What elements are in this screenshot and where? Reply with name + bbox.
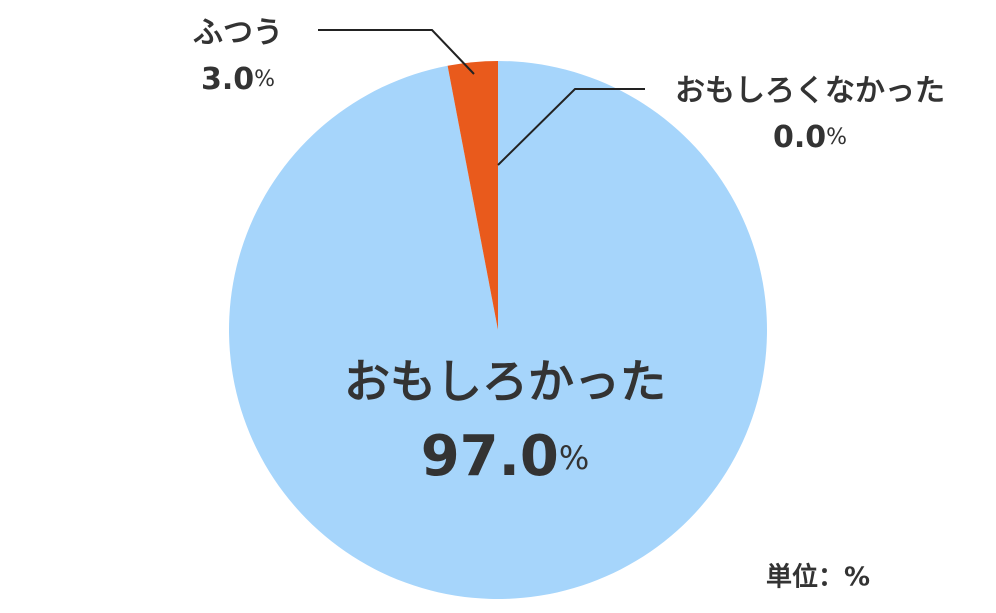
value-unit: % bbox=[826, 125, 847, 150]
value-number: 3.0 bbox=[201, 62, 254, 97]
category-label: おもしろかった bbox=[344, 355, 666, 409]
value-unit: % bbox=[254, 67, 275, 92]
category-label: ふつう bbox=[193, 16, 283, 51]
leader-line bbox=[318, 29, 475, 75]
value-label: 3.0% bbox=[201, 62, 275, 97]
category-label: おもしろくなかった bbox=[675, 74, 945, 109]
value-unit: % bbox=[559, 439, 589, 477]
leader-line bbox=[497, 88, 645, 166]
pie-slice bbox=[229, 61, 768, 599]
pie-slice bbox=[447, 61, 498, 330]
value-number: 97.0 bbox=[421, 424, 559, 489]
value-label: 0.0% bbox=[773, 120, 847, 155]
value-number: 0.0 bbox=[773, 120, 826, 155]
value-label: 97.0% bbox=[421, 424, 590, 489]
unit-note: 単位：% bbox=[766, 562, 870, 593]
